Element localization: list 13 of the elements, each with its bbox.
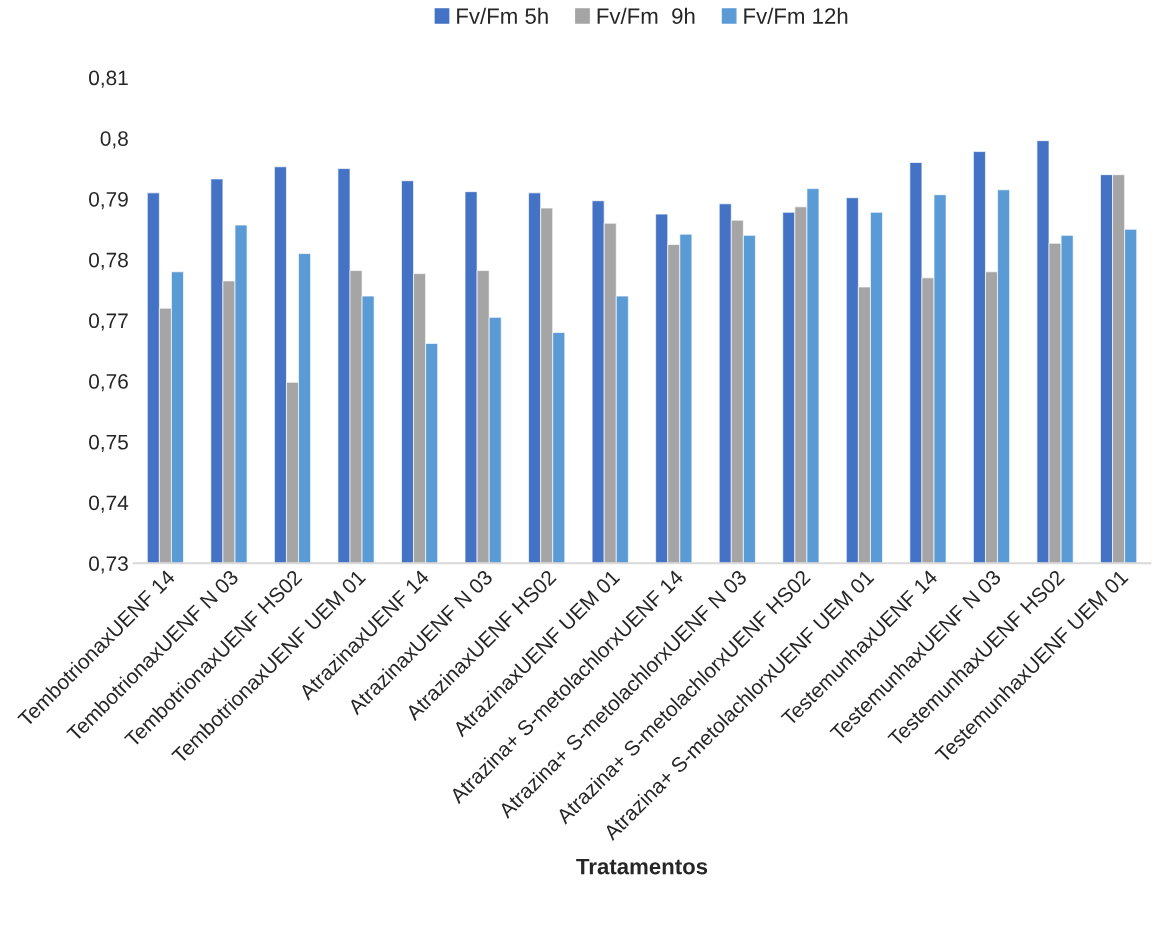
y-tick-label: 0,79 bbox=[89, 191, 128, 210]
legend-label: Fv/Fm 9h bbox=[597, 7, 695, 24]
y-tick-label: 0,76 bbox=[89, 374, 128, 392]
legend-label: Fv/Fm 12h bbox=[744, 7, 848, 24]
y-tick-label: 0,8 bbox=[100, 131, 128, 149]
y-tick-label: 0,77 bbox=[89, 313, 128, 331]
legend-label: Fv/Fm 5h bbox=[457, 7, 548, 24]
y-tick-label: 0,74 bbox=[89, 495, 129, 513]
x-axis-title: Tratamentos bbox=[576, 858, 708, 875]
y-tick-label: 0,73 bbox=[89, 556, 128, 574]
y-tick-label: 0,78 bbox=[89, 252, 128, 270]
y-tick-label: 0,81 bbox=[89, 70, 128, 88]
y-tick-label: 0,75 bbox=[89, 434, 128, 452]
